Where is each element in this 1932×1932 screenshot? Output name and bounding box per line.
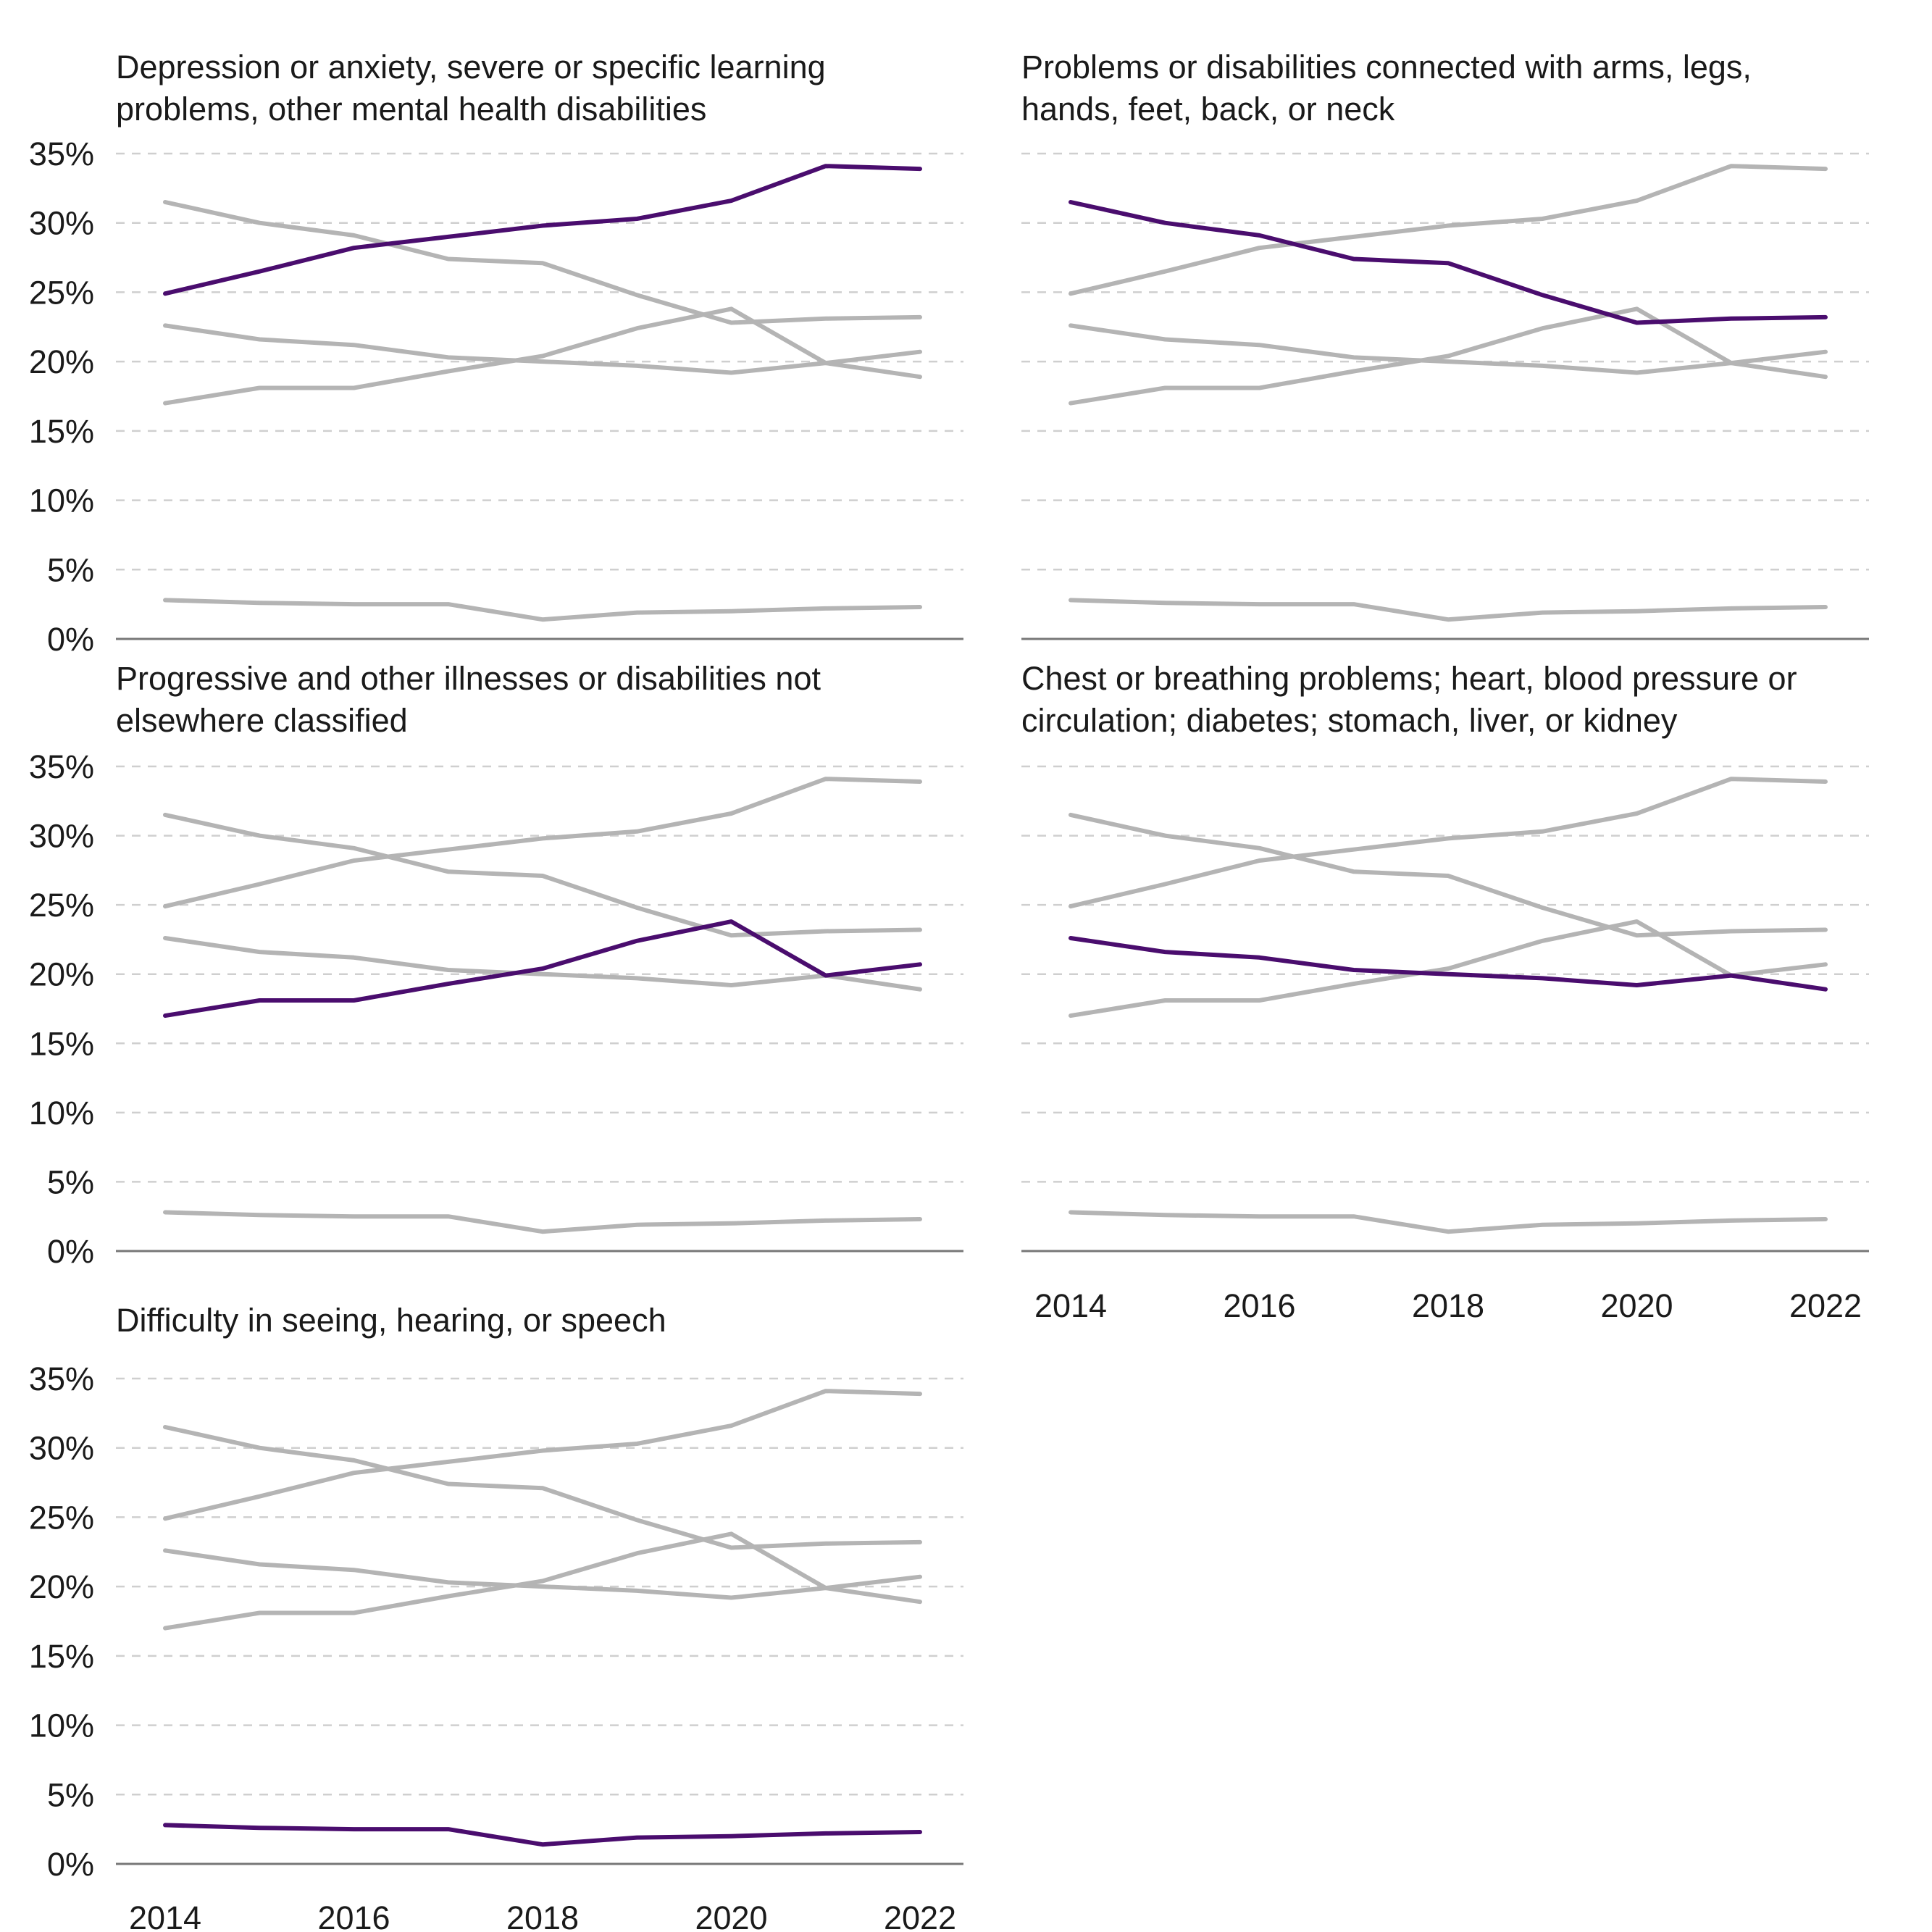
y-tick-label: 25% [29, 1499, 94, 1536]
muted-series-line [1069, 812, 1828, 938]
y-tick-label: 10% [29, 1707, 94, 1744]
muted-series-line [163, 1531, 922, 1631]
panel-title-line: hands, feet, back, or neck [1021, 91, 1395, 127]
muted-series-line [1069, 164, 1828, 296]
x-tick-label: 2018 [506, 1899, 579, 1932]
y-tick-label: 30% [29, 818, 94, 855]
x-tick-label: 2016 [317, 1899, 390, 1932]
x-tick-label: 2022 [884, 1899, 956, 1932]
muted-series-line [163, 598, 922, 622]
panel-title-line: Depression or anxiety, severe or specifi… [116, 49, 826, 85]
panel-3: Progressive and other illnesses or disab… [29, 660, 963, 1270]
muted-series-line [1069, 1210, 1828, 1234]
muted-series-line [163, 1425, 922, 1550]
y-tick-label: 35% [29, 748, 94, 785]
y-tick-label: 5% [47, 1776, 94, 1813]
muted-series-line [1069, 323, 1828, 380]
y-tick-label: 10% [29, 1095, 94, 1132]
y-tick-label: 35% [29, 1360, 94, 1397]
y-tick-label: 20% [29, 956, 94, 993]
y-tick-label: 0% [47, 621, 94, 658]
muted-series-line [163, 812, 922, 938]
panel-title-line: elsewhere classified [116, 702, 408, 739]
muted-series-line [163, 1548, 922, 1605]
muted-series-line [163, 200, 922, 325]
y-tick-label: 15% [29, 413, 94, 450]
x-tick-label: 2018 [1412, 1287, 1484, 1324]
panel-2: Problems or disabilities connected with … [1021, 49, 1869, 640]
panel-5: Difficulty in seeing, hearing, or speech… [29, 1302, 963, 1932]
panel-1: Depression or anxiety, severe or specifi… [29, 49, 963, 658]
highlighted-series-line [163, 919, 922, 1019]
y-tick-label: 30% [29, 1430, 94, 1467]
y-tick-label: 35% [29, 135, 94, 172]
y-tick-label: 10% [29, 482, 94, 519]
muted-series-line [163, 306, 922, 406]
x-tick-label: 2020 [1600, 1287, 1673, 1324]
panel-title-line: Chest or breathing problems; heart, bloo… [1021, 660, 1797, 697]
muted-series-line [1069, 306, 1828, 406]
x-tick-label: 2022 [1789, 1287, 1862, 1324]
highlighted-series-line [1069, 936, 1828, 992]
x-tick-label: 2016 [1223, 1287, 1295, 1324]
panel-title-line: Problems or disabilities connected with … [1021, 49, 1752, 85]
y-tick-label: 25% [29, 274, 94, 311]
muted-series-line [1069, 777, 1828, 909]
muted-series-line [163, 777, 922, 909]
y-tick-label: 20% [29, 343, 94, 380]
muted-series-line [163, 1210, 922, 1234]
y-tick-label: 0% [47, 1233, 94, 1270]
highlighted-series-line [163, 164, 922, 296]
panel-title-line: Difficulty in seeing, hearing, or speech [116, 1302, 666, 1339]
x-tick-label: 2014 [1034, 1287, 1107, 1324]
y-tick-label: 25% [29, 887, 94, 924]
panel-title-line: problems, other mental health disabiliti… [116, 91, 706, 127]
x-tick-label: 2014 [129, 1899, 201, 1932]
y-tick-label: 15% [29, 1638, 94, 1675]
highlighted-series-line [163, 1823, 922, 1847]
muted-series-line [1069, 919, 1828, 1019]
panel-title-line: circulation; diabetes; stomach, liver, o… [1021, 702, 1678, 739]
y-tick-label: 5% [47, 551, 94, 588]
panel-title-line: Progressive and other illnesses or disab… [116, 660, 821, 697]
x-tick-label: 2020 [695, 1899, 767, 1932]
highlighted-series-line [1069, 200, 1828, 325]
y-tick-label: 30% [29, 205, 94, 242]
y-tick-label: 20% [29, 1568, 94, 1605]
panel-4: Chest or breathing problems; heart, bloo… [1021, 660, 1869, 1324]
y-tick-label: 15% [29, 1025, 94, 1062]
muted-series-line [163, 323, 922, 380]
muted-series-line [163, 1389, 922, 1521]
y-tick-label: 0% [47, 1846, 94, 1883]
muted-series-line [163, 936, 922, 992]
y-tick-label: 5% [47, 1163, 94, 1200]
muted-series-line [1069, 598, 1828, 622]
